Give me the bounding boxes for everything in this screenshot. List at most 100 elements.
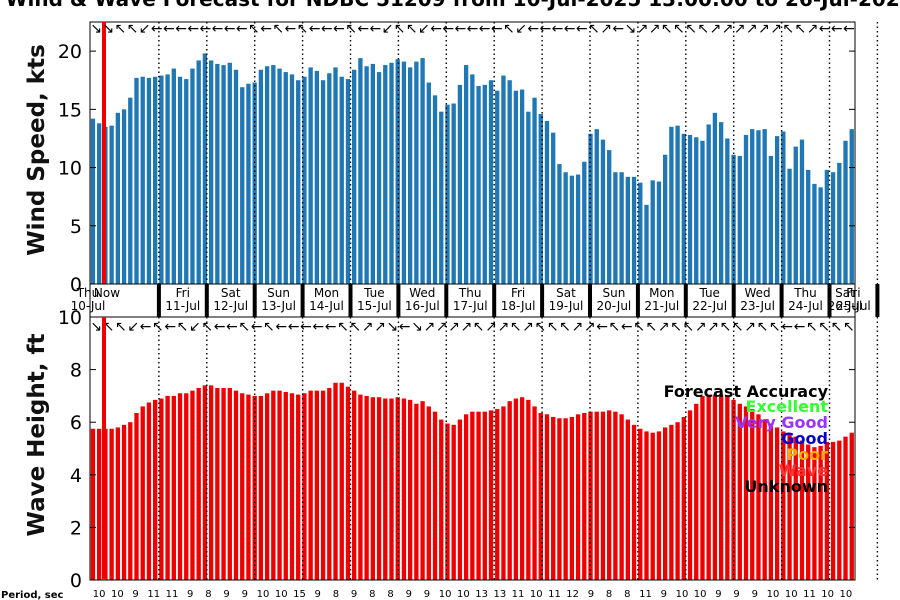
- bar: [408, 67, 413, 284]
- bar: [849, 432, 854, 580]
- bar: [607, 410, 612, 580]
- now-label: Now: [94, 286, 120, 300]
- day-of-week-label: Sat: [835, 286, 855, 300]
- wind-direction-arrow: ←: [831, 21, 843, 37]
- wind-direction-arrow: ←: [275, 319, 287, 335]
- legend-item: Poor: [786, 445, 828, 464]
- wind-direction-arrow: ←: [442, 21, 454, 37]
- bar: [544, 414, 550, 580]
- wind-direction-arrow: ←: [399, 319, 411, 335]
- wind-direction-arrow: ←: [612, 21, 624, 37]
- wind-direction-arrow: ←: [576, 21, 588, 37]
- bar: [756, 414, 761, 580]
- bar: [264, 393, 270, 580]
- bar: [414, 403, 419, 580]
- bar: [277, 390, 282, 580]
- day-of-week-label: Sun: [602, 286, 625, 300]
- bar: [364, 66, 369, 284]
- bar: [470, 74, 475, 285]
- bar: [482, 84, 487, 284]
- wind-direction-arrow: ↖: [394, 21, 406, 37]
- date-label: 23-Jul: [740, 299, 775, 313]
- wind-direction-arrow: ↖: [646, 319, 658, 335]
- bar: [233, 390, 239, 580]
- date-separator: [731, 284, 736, 317]
- period-value: 13: [493, 589, 506, 600]
- bar: [171, 395, 176, 580]
- wind-direction-arrow: ↖: [103, 319, 115, 335]
- wind-direction-arrow: ←: [300, 319, 312, 335]
- bar: [165, 74, 170, 285]
- bar: [258, 395, 264, 580]
- bar: [364, 395, 369, 580]
- bar: [563, 172, 568, 284]
- wind-direction-arrow: ↘: [102, 21, 114, 37]
- bar: [190, 68, 195, 284]
- bar: [401, 398, 407, 580]
- wind-direction-arrow: ←: [151, 21, 163, 37]
- bar: [296, 80, 301, 284]
- bar: [426, 82, 431, 284]
- y-tick-label: 10: [58, 158, 82, 180]
- wind-direction-arrow: ↗: [600, 21, 612, 37]
- bar: [824, 441, 830, 580]
- bar: [781, 431, 786, 580]
- wind-direction-arrow: ↙: [418, 21, 430, 37]
- wind-direction-arrow: ←: [236, 21, 248, 37]
- bar: [830, 172, 836, 284]
- bar: [787, 434, 792, 580]
- bar: [837, 162, 842, 284]
- bar: [339, 76, 344, 284]
- bar: [575, 414, 581, 580]
- bar: [694, 137, 699, 284]
- wind-direction-arrow: ↗: [722, 21, 734, 37]
- bar: [97, 123, 102, 284]
- chart-title: Wind & Wave Forecast for NDBC 51209 from…: [5, 0, 900, 11]
- period-value: 11: [803, 589, 816, 600]
- bar: [737, 403, 742, 580]
- bar: [594, 129, 599, 284]
- bar: [320, 80, 326, 284]
- day-of-week-label: Sun: [267, 286, 290, 300]
- wind-direction-arrow: ↖: [843, 319, 855, 335]
- wind-direction-arrow: ↖: [345, 21, 357, 37]
- wind-direction-arrow: ↗: [374, 319, 386, 335]
- bar: [638, 428, 643, 580]
- date-label: 20-Jul: [597, 299, 632, 313]
- bar: [818, 445, 823, 580]
- wind-direction-arrow: ↖: [547, 319, 559, 335]
- day-of-week-label: Tue: [363, 286, 385, 300]
- period-value: 10: [275, 589, 288, 600]
- wind-direction-arrow: ↗: [497, 319, 509, 335]
- bar: [694, 403, 699, 580]
- bar: [619, 414, 624, 580]
- bar: [768, 155, 774, 284]
- wind-direction-arrow: ↖: [769, 319, 781, 335]
- bar: [818, 187, 823, 284]
- bar: [401, 61, 407, 285]
- period-value: 10: [694, 589, 707, 600]
- day-of-week-label: Thu: [793, 286, 817, 300]
- wind-direction-arrow: ↙: [139, 21, 151, 37]
- bar: [607, 150, 612, 284]
- date-label: 13-Jul: [261, 299, 296, 313]
- bar: [594, 411, 599, 580]
- period-value: 8: [369, 589, 375, 600]
- bar: [252, 395, 257, 580]
- wind-direction-arrow: ←: [454, 21, 466, 37]
- wind-direction-arrow: ←: [621, 319, 633, 335]
- period-axis-label: Period, sec: [1, 590, 64, 600]
- period-value: 9: [733, 589, 739, 600]
- bar: [793, 436, 798, 580]
- bar: [426, 406, 431, 580]
- bar: [177, 393, 183, 580]
- bar: [762, 419, 767, 580]
- bar: [134, 413, 139, 580]
- date-label: 11-Jul: [165, 299, 200, 313]
- bar: [495, 90, 500, 284]
- wind-direction-arrow: ←: [539, 21, 551, 37]
- bar: [631, 176, 637, 284]
- wind-direction-arrow: ↘: [386, 319, 398, 335]
- period-value: 11: [548, 589, 561, 600]
- bar: [750, 409, 755, 580]
